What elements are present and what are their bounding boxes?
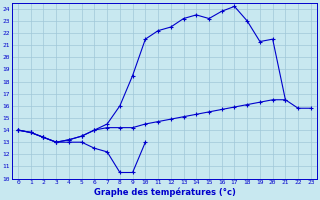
X-axis label: Graphe des températures (°c): Graphe des températures (°c) (93, 188, 236, 197)
